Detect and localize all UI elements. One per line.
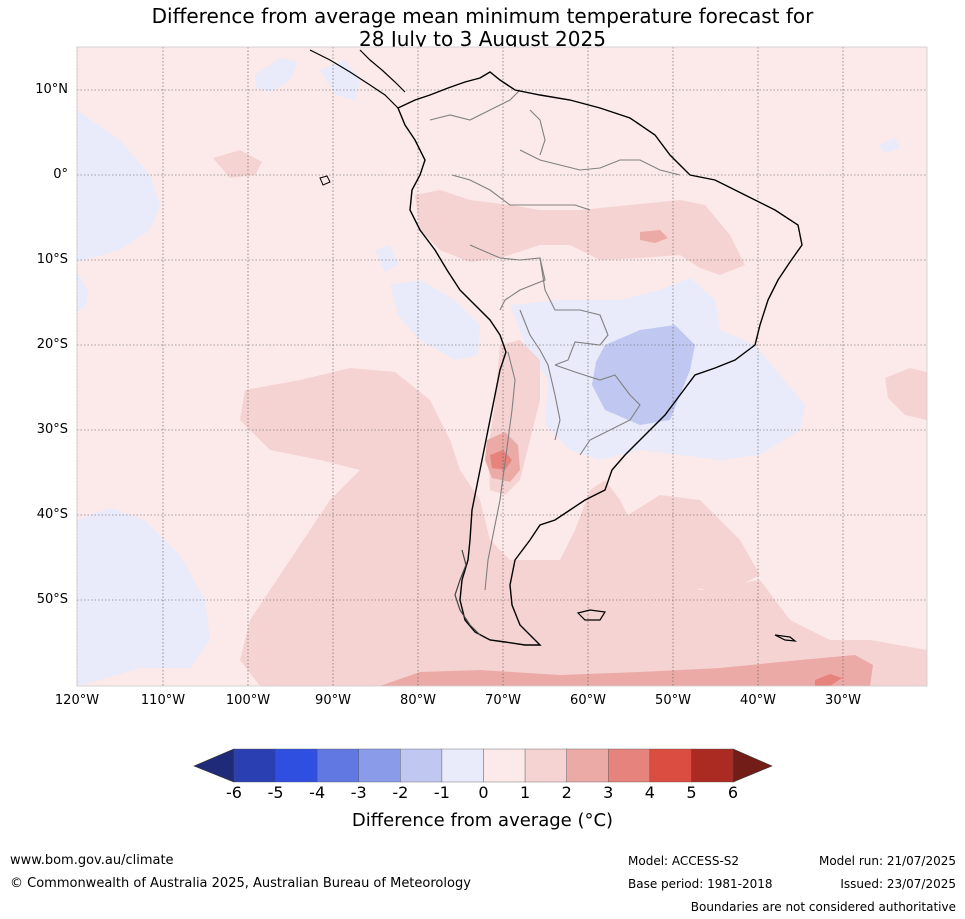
country-borders xyxy=(429,89,681,591)
lon-label-100w: 100°W xyxy=(225,693,271,708)
colorbar-tick-2: 2 xyxy=(561,783,572,802)
colorbar-segment--1..0 xyxy=(441,748,484,783)
colorbar-tick--5: -5 xyxy=(267,783,284,802)
footer-model-run: Model run: 21/07/2025 xyxy=(818,854,956,868)
anomaly-region-neg-small-1 xyxy=(255,58,298,92)
colorbar-tick-1: 1 xyxy=(519,783,531,802)
south-georgia xyxy=(774,634,797,642)
colorbar-tick-3: 3 xyxy=(603,783,614,802)
anomaly-region-pos2-amazon xyxy=(640,230,668,243)
footer-base-period: Base period: 1981-2018 xyxy=(628,877,773,891)
colorbar-segment-2..3 xyxy=(566,748,609,783)
south-america-coastline xyxy=(397,71,803,646)
anomaly-region-pos-southern xyxy=(240,368,927,686)
central-america-coastline xyxy=(309,49,406,109)
colorbar-label: Difference from average (°C) xyxy=(351,810,614,831)
colorbar-segment-1..2 xyxy=(524,748,567,783)
colorbar-tick--1: -1 xyxy=(433,783,450,802)
colorbar-tick-0: 0 xyxy=(478,783,489,802)
falkland-islands xyxy=(576,609,607,621)
anomaly-region-neg1-paraguay xyxy=(592,325,695,425)
map-frame xyxy=(76,46,928,687)
lat-label-10s: 10°S xyxy=(36,252,68,267)
lon-label-40w: 40°W xyxy=(740,693,776,708)
anomaly-region-neg-small-2 xyxy=(375,245,398,272)
colorbar-tick--4: -4 xyxy=(309,783,326,802)
footer-issued: Issued: 23/07/2025 xyxy=(840,877,956,891)
anomaly-region-pos-small-1 xyxy=(213,150,262,178)
map-title-line-1: Difference from average mean minimum tem… xyxy=(151,4,814,28)
anomaly-region-pos-atlantic-east xyxy=(885,368,927,420)
footer-url: www.bom.gov.au/climate xyxy=(10,853,174,868)
colorbar-tick-4: 4 xyxy=(644,783,655,802)
map-panel xyxy=(76,46,928,687)
lon-label-80w: 80°W xyxy=(400,693,436,708)
footer-copyright: © Commonwealth of Australia 2025, Austra… xyxy=(10,876,471,891)
colorbar-tick-6: 6 xyxy=(727,783,739,802)
colorbar-segment-3..4 xyxy=(608,748,651,783)
lon-label-70w: 70°W xyxy=(485,693,521,708)
lon-label-110w: 110°W xyxy=(140,693,186,708)
anomaly-region-pos3-south xyxy=(815,674,842,686)
anomaly-region-neg-small-3 xyxy=(878,138,900,153)
lon-label-90w: 90°W xyxy=(315,693,351,708)
galapagos-islands xyxy=(319,175,331,186)
colorbar-segment-0..1 xyxy=(483,748,526,783)
anomaly-region-pos-atlantic-mid xyxy=(620,495,760,590)
colorbar-extend-low xyxy=(193,748,235,783)
lat-label-10n: 10°N xyxy=(35,82,68,97)
lon-label-50w: 50°W xyxy=(655,693,691,708)
lat-label-40s: 40°S xyxy=(36,507,68,522)
colorbar-segment--2..-1 xyxy=(400,748,443,783)
colorbar-segment--3..-2 xyxy=(358,748,401,783)
lon-label-60w: 60°W xyxy=(570,693,606,708)
colorbar-tick-5: 5 xyxy=(686,783,697,802)
colorbar-tick--6: -6 xyxy=(226,783,242,802)
footer-disclaimer: Boundaries are not considered authoritat… xyxy=(690,900,956,914)
colorbar xyxy=(193,748,773,783)
colorbar-tick--3: -3 xyxy=(350,783,367,802)
anomaly-region-neg-pacific-north xyxy=(77,110,160,262)
lat-label-20s: 20°S xyxy=(36,337,68,352)
anomaly-region-neg-pacific-west xyxy=(77,272,88,312)
footer-model: Model: ACCESS-S2 xyxy=(628,854,740,868)
lat-label-50s: 50°S xyxy=(36,592,68,607)
anomaly-region-neg-coast-peru xyxy=(390,280,480,360)
colorbar-tick--2: -2 xyxy=(392,783,409,802)
colorbar-extend-high xyxy=(732,748,773,783)
chilean-archipelago xyxy=(454,549,481,636)
anomaly-region-pos-amazon xyxy=(415,190,745,275)
colorbar-segment--5..-4 xyxy=(275,748,318,783)
colorbar-segment-5..6 xyxy=(691,748,734,783)
colorbar-segment-4..5 xyxy=(649,748,692,783)
lon-label-30w: 30°W xyxy=(825,693,861,708)
graticule xyxy=(76,47,927,686)
colorbar-segment--6..-5 xyxy=(233,748,276,783)
map-title-line-2: 28 July to 3 August 2025 xyxy=(359,27,606,51)
colorbar-segment--4..-3 xyxy=(316,748,359,783)
anomaly-region-neg-pacific-sw xyxy=(77,508,210,686)
lat-label-0: 0° xyxy=(53,167,68,182)
lat-label-30s: 30°S xyxy=(36,422,68,437)
lon-label-120w: 120°W xyxy=(54,693,100,708)
